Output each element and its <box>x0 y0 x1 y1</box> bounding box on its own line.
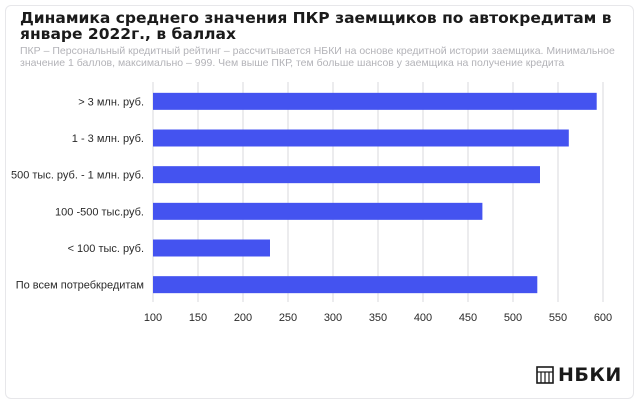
x-tick-labels: 100 150 200 250 300 350 400 450 500 550 600 <box>144 312 612 324</box>
x-tick-label: 100 <box>144 312 162 324</box>
nbki-logo: НБКИ <box>536 364 622 386</box>
x-tick-label: 150 <box>189 312 207 324</box>
category-label: > 3 млн. руб. <box>78 96 144 108</box>
bar <box>153 166 540 184</box>
chart-card <box>5 5 634 399</box>
x-tick-label: 500 <box>504 312 522 324</box>
category-labels: > 3 млн. руб. 1 - 3 млн. руб. 500 тыс. руб… <box>11 96 144 291</box>
x-tick-label: 600 <box>594 312 612 324</box>
bar <box>153 92 597 110</box>
grid-lines <box>152 82 604 302</box>
x-tick-label: 550 <box>549 312 567 324</box>
x-tick-label: 250 <box>279 312 297 324</box>
x-tick-label: 350 <box>369 312 387 324</box>
bar <box>153 202 483 220</box>
bar <box>153 276 538 294</box>
x-tick-label: 450 <box>459 312 477 324</box>
x-tick-label: 400 <box>414 312 432 324</box>
category-label: По всем потребкредитам <box>16 280 144 292</box>
chart-subtitle: ПКР – Персональный кредитный рейтинг – р… <box>20 45 615 69</box>
category-label: 1 - 3 млн. руб. <box>72 133 144 145</box>
chart-title: Динамика среднего значения ПКР заемщиков… <box>20 9 612 43</box>
x-tick-label: 300 <box>324 312 342 324</box>
category-label: < 100 тыс. руб. <box>68 243 144 255</box>
category-label: 500 тыс. руб. - 1 млн. руб. <box>11 170 144 182</box>
nbki-logo-icon <box>536 366 554 384</box>
logo-text: НБКИ <box>558 364 622 386</box>
bars <box>153 92 597 294</box>
category-label: 100 -500 тыс.руб. <box>55 206 144 218</box>
x-tick-label: 200 <box>234 312 252 324</box>
bar <box>153 129 569 147</box>
bar <box>153 239 270 257</box>
